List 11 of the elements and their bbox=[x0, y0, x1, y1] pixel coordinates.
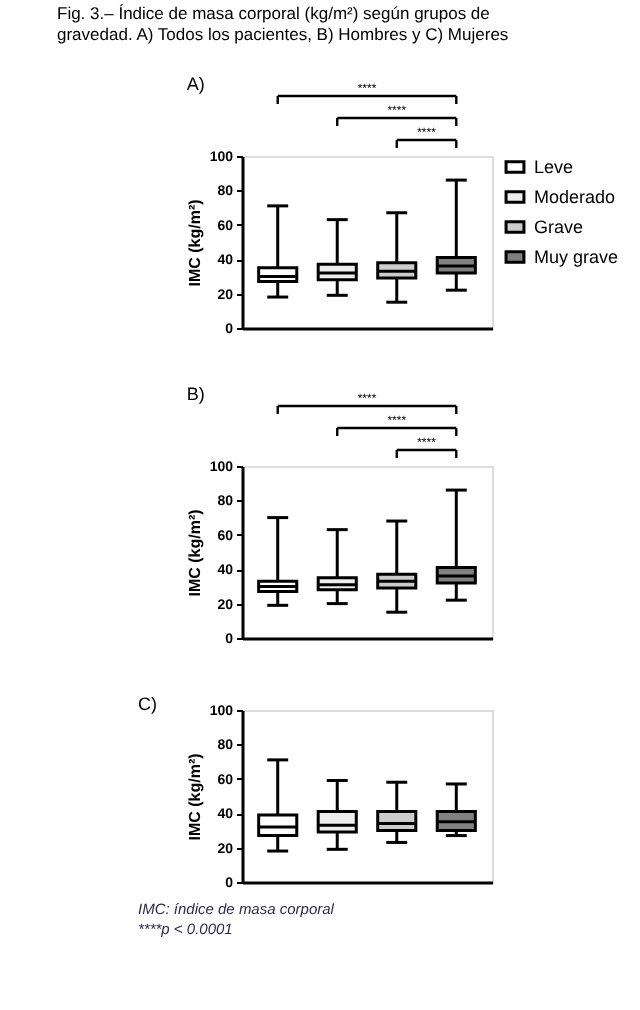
chart-subtitle: A) bbox=[186, 74, 205, 94]
chart-title: Fig. 3.– Índice de masa corporal (kg/m²) según grupos de gravedad. A) Todos los pacientes, B) Hombres y C) Mujeres bbox=[57, 3, 509, 44]
legend-label: Moderado bbox=[534, 187, 616, 207]
y-axis-title: IMC (kg/m²) bbox=[185, 508, 204, 597]
y-axis-title: IMC (kg/m²) bbox=[185, 752, 204, 841]
chart-title: C) bbox=[138, 694, 157, 714]
chart-title: B) bbox=[186, 384, 205, 404]
y-axis-title: IMC (kg/m²) bbox=[185, 198, 204, 287]
legend-label: Grave bbox=[534, 217, 584, 237]
legend-label: Muy grave bbox=[534, 247, 619, 267]
legend-label: Leve bbox=[534, 157, 574, 177]
